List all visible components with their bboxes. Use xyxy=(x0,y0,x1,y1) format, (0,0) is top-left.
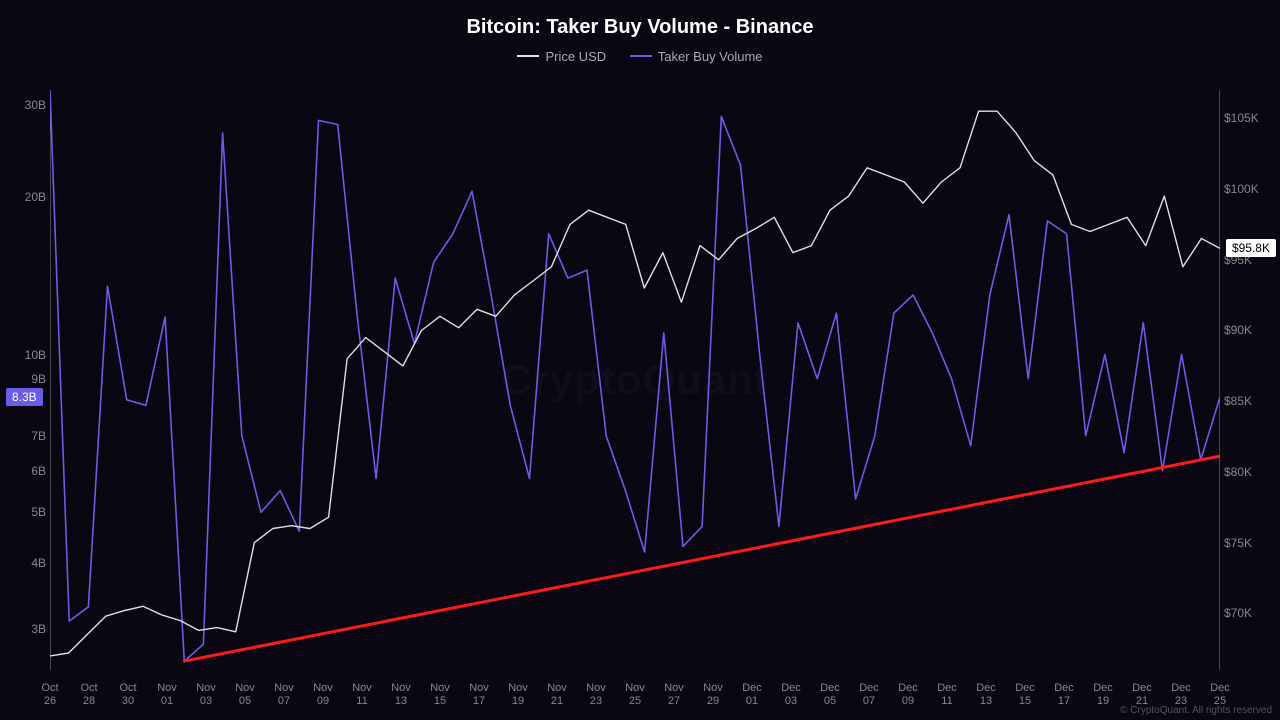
legend-volume: Taker Buy Volume xyxy=(630,49,763,64)
y-right-tick: $80K xyxy=(1224,465,1272,479)
x-tick: Dec 07 xyxy=(859,682,879,708)
x-tick: Nov 03 xyxy=(196,682,216,708)
y-right-tick: $90K xyxy=(1224,323,1272,337)
y-left-tick: 30B xyxy=(8,98,46,112)
y-left-tick: 5B xyxy=(8,505,46,519)
x-tick: Dec 01 xyxy=(742,682,762,708)
legend-price-label: Price USD xyxy=(545,49,606,64)
legend: Price USD Taker Buy Volume xyxy=(0,45,1280,64)
x-tick: Nov 01 xyxy=(157,682,177,708)
x-tick: Nov 27 xyxy=(664,682,684,708)
x-tick: Nov 25 xyxy=(625,682,645,708)
x-tick: Dec 05 xyxy=(820,682,840,708)
x-tick: Oct 26 xyxy=(41,682,58,708)
chart-area: CryptoQuant 3B4B5B6B7B9B10B20B30B$70K$75… xyxy=(50,90,1220,670)
y-left-tick: 3B xyxy=(8,622,46,636)
x-tick: Dec 11 xyxy=(937,682,957,708)
x-tick: Nov 19 xyxy=(508,682,528,708)
x-tick: Dec 17 xyxy=(1054,682,1074,708)
x-tick: Dec 15 xyxy=(1015,682,1035,708)
x-tick: Nov 17 xyxy=(469,682,489,708)
y-right-tick: $85K xyxy=(1224,394,1272,408)
x-tick: Dec 19 xyxy=(1093,682,1113,708)
x-tick: Nov 23 xyxy=(586,682,606,708)
volume-current-badge: 8.3B xyxy=(6,388,43,406)
x-tick: Nov 21 xyxy=(547,682,567,708)
y-left-tick: 20B xyxy=(8,190,46,204)
x-tick: Oct 30 xyxy=(119,682,136,708)
y-right-tick: $70K xyxy=(1224,606,1272,620)
legend-volume-label: Taker Buy Volume xyxy=(658,49,763,64)
y-left-tick: 10B xyxy=(8,348,46,362)
copyright: © CryptoQuant. All rights reserved xyxy=(1120,705,1272,716)
chart-title: Bitcoin: Taker Buy Volume - Binance xyxy=(0,0,1280,39)
y-left-tick: 7B xyxy=(8,429,46,443)
legend-price-swatch xyxy=(517,55,539,57)
y-left-tick: 9B xyxy=(8,372,46,386)
x-tick: Dec 03 xyxy=(781,682,801,708)
x-tick: Dec 13 xyxy=(976,682,996,708)
x-tick: Nov 05 xyxy=(235,682,255,708)
x-tick: Nov 11 xyxy=(352,682,372,708)
legend-price: Price USD xyxy=(517,49,606,64)
y-right-tick: $75K xyxy=(1224,536,1272,550)
x-tick: Nov 07 xyxy=(274,682,294,708)
x-tick: Nov 29 xyxy=(703,682,723,708)
price-current-badge: $95.8K xyxy=(1226,239,1276,257)
x-tick: Dec 09 xyxy=(898,682,918,708)
y-left-tick: 6B xyxy=(8,464,46,478)
x-tick: Nov 09 xyxy=(313,682,333,708)
y-left-tick: 4B xyxy=(8,556,46,570)
y-right-tick: $105K xyxy=(1224,111,1272,125)
legend-volume-swatch xyxy=(630,55,652,57)
x-tick: Nov 13 xyxy=(391,682,411,708)
y-right-tick: $100K xyxy=(1224,182,1272,196)
x-tick: Oct 28 xyxy=(80,682,97,708)
x-tick: Nov 15 xyxy=(430,682,450,708)
